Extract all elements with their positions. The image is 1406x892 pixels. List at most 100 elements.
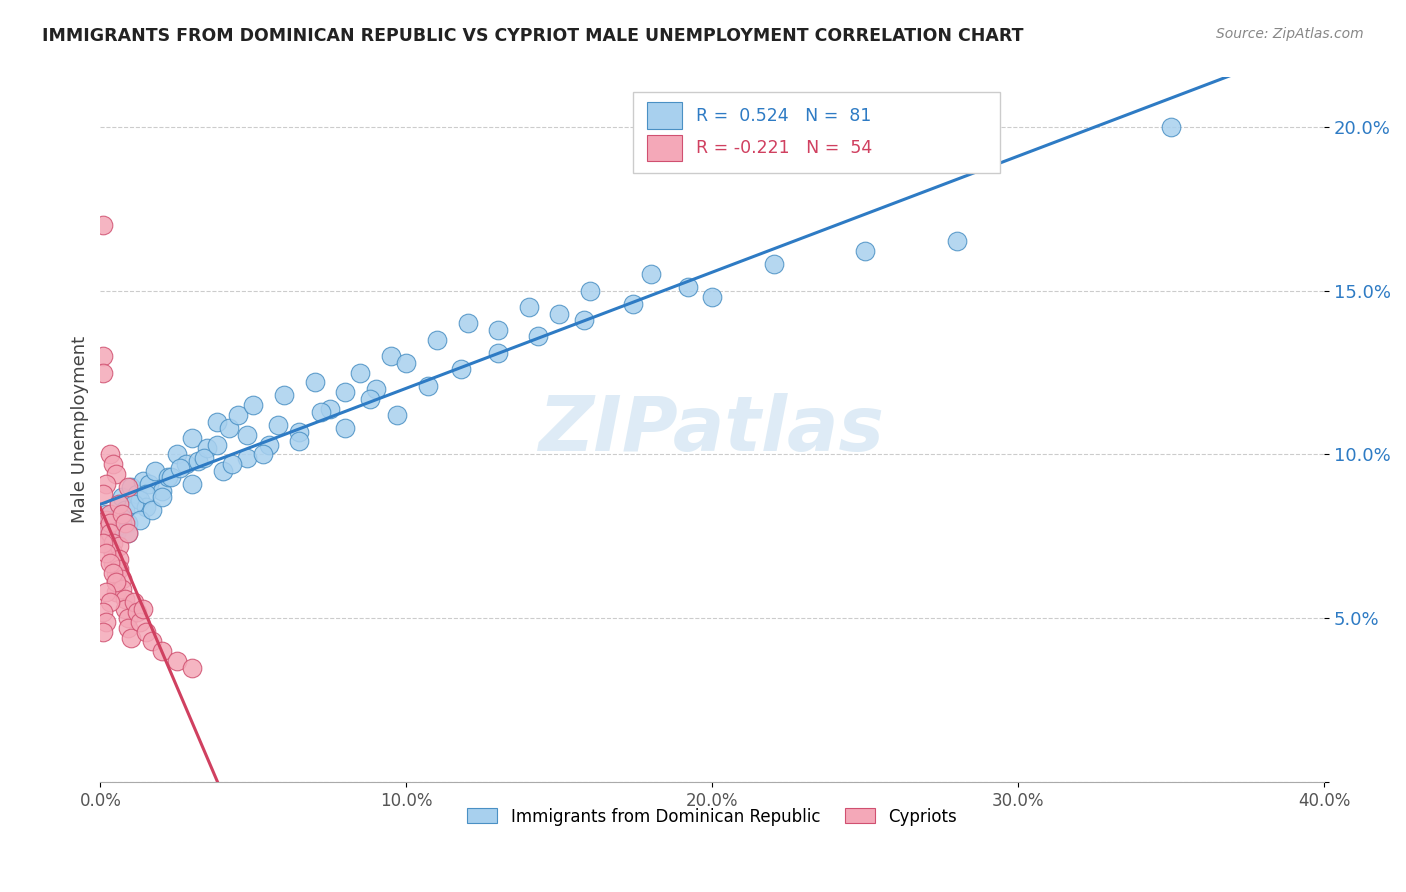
Point: [364, 382, 387, 396]
Point: [96, 546, 118, 560]
Point: [114, 516, 136, 531]
Point: [101, 458, 124, 472]
Point: [129, 615, 152, 629]
Point: [96, 536, 118, 550]
Point: [93, 536, 115, 550]
Point: [107, 539, 129, 553]
Point: [676, 280, 699, 294]
Point: [117, 621, 139, 635]
Point: [304, 376, 326, 390]
Point: [333, 421, 356, 435]
Point: [98, 516, 121, 531]
Point: [156, 470, 179, 484]
Point: [132, 474, 155, 488]
Point: [395, 356, 418, 370]
Point: [104, 566, 127, 580]
Point: [93, 529, 115, 543]
Point: [111, 490, 134, 504]
Point: [762, 257, 785, 271]
Point: [205, 437, 228, 451]
Point: [104, 519, 127, 533]
Point: [257, 437, 280, 451]
FancyBboxPatch shape: [647, 102, 682, 129]
Point: [150, 490, 173, 504]
Point: [621, 296, 644, 310]
Point: [111, 507, 134, 521]
Point: [107, 497, 129, 511]
Point: [93, 366, 115, 380]
Point: [853, 244, 876, 259]
Point: [349, 366, 371, 380]
Point: [640, 267, 662, 281]
Point: [159, 470, 181, 484]
Point: [211, 464, 233, 478]
Point: [252, 448, 274, 462]
Point: [96, 615, 118, 629]
Point: [141, 503, 163, 517]
Point: [125, 605, 148, 619]
Point: [226, 408, 249, 422]
Point: [527, 329, 550, 343]
Point: [457, 316, 479, 330]
Point: [288, 425, 311, 439]
Point: [117, 611, 139, 625]
Point: [104, 526, 127, 541]
Point: [98, 507, 121, 521]
Point: [107, 552, 129, 566]
Point: [114, 601, 136, 615]
Point: [98, 448, 121, 462]
Point: [181, 660, 204, 674]
Point: [450, 362, 472, 376]
Point: [150, 644, 173, 658]
Point: [122, 497, 145, 511]
Point: [117, 516, 139, 531]
Text: R = -0.221   N =  54: R = -0.221 N = 54: [696, 139, 873, 157]
Point: [380, 349, 402, 363]
Point: [93, 218, 115, 232]
Point: [125, 487, 148, 501]
Point: [107, 562, 129, 576]
Point: [193, 450, 215, 465]
Point: [98, 526, 121, 541]
Point: [572, 313, 595, 327]
Point: [101, 566, 124, 580]
Point: [416, 378, 439, 392]
Point: [169, 460, 191, 475]
Point: [242, 398, 264, 412]
Point: [221, 458, 243, 472]
Point: [385, 408, 408, 422]
Point: [98, 595, 121, 609]
Point: [174, 458, 197, 472]
Point: [129, 513, 152, 527]
Text: ZIPatlas: ZIPatlas: [540, 392, 886, 467]
Point: [93, 349, 115, 363]
Legend: Immigrants from Dominican Republic, Cypriots: Immigrants from Dominican Republic, Cypr…: [458, 799, 966, 834]
Point: [129, 493, 152, 508]
Point: [101, 546, 124, 560]
Point: [309, 405, 332, 419]
Point: [104, 467, 127, 482]
Point: [111, 572, 134, 586]
Point: [120, 631, 142, 645]
FancyBboxPatch shape: [647, 135, 682, 161]
Point: [946, 235, 969, 249]
Point: [120, 480, 142, 494]
Point: [218, 421, 240, 435]
Point: [486, 323, 509, 337]
Point: [96, 585, 118, 599]
Point: [111, 507, 134, 521]
Point: [111, 582, 134, 596]
Point: [181, 477, 204, 491]
Text: IMMIGRANTS FROM DOMINICAN REPUBLIC VS CYPRIOT MALE UNEMPLOYMENT CORRELATION CHAR: IMMIGRANTS FROM DOMINICAN REPUBLIC VS CY…: [42, 27, 1024, 45]
Y-axis label: Male Unemployment: Male Unemployment: [72, 336, 89, 524]
Point: [236, 450, 259, 465]
Point: [517, 300, 540, 314]
Point: [135, 500, 157, 514]
Point: [319, 401, 342, 416]
Point: [117, 526, 139, 541]
Point: [96, 523, 118, 537]
Point: [135, 624, 157, 639]
Point: [426, 333, 449, 347]
Point: [96, 477, 118, 491]
Point: [98, 539, 121, 553]
